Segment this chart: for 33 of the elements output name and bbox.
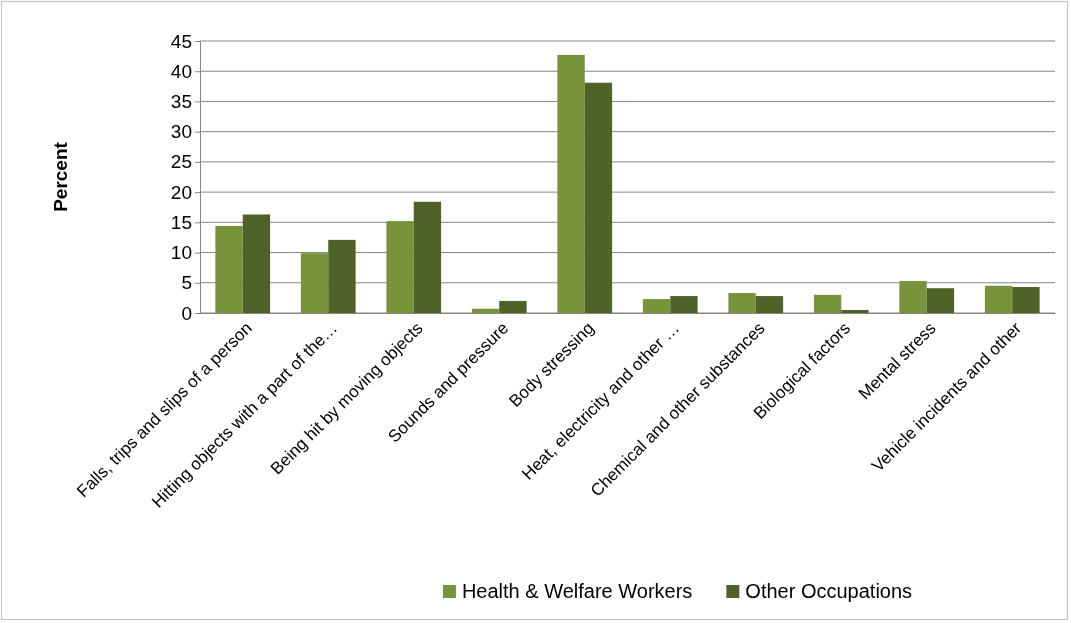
bar xyxy=(413,201,442,313)
y-axis-title: Percent xyxy=(50,141,71,212)
legend-label: Other Occupations xyxy=(745,580,913,602)
bar xyxy=(499,300,527,313)
bar xyxy=(984,285,1013,313)
y-tick-label: 20 xyxy=(170,181,192,203)
bar xyxy=(841,309,869,313)
bar xyxy=(328,239,356,313)
bar xyxy=(728,293,756,313)
legend-label: Health & Welfare Workers xyxy=(461,580,693,602)
y-tick-label: 10 xyxy=(170,242,192,264)
bar xyxy=(1012,287,1040,313)
bar xyxy=(386,221,414,313)
y-tick-label: 25 xyxy=(170,151,192,173)
bar xyxy=(899,280,927,313)
bar xyxy=(300,253,329,313)
bar xyxy=(557,54,585,313)
bar xyxy=(471,308,500,313)
y-tick-label: 5 xyxy=(181,272,192,294)
y-tick-label: 45 xyxy=(170,30,192,52)
bar xyxy=(926,288,955,313)
y-tick-label: 35 xyxy=(170,91,192,113)
bar xyxy=(242,214,271,313)
bar xyxy=(642,299,671,313)
bar xyxy=(755,296,784,313)
y-tick-label: 15 xyxy=(170,211,192,233)
bar xyxy=(813,294,842,313)
y-tick-label: 30 xyxy=(170,121,192,143)
bar xyxy=(584,82,613,313)
bar xyxy=(215,225,243,313)
y-tick-label: 40 xyxy=(170,60,192,82)
y-tick-label: 0 xyxy=(181,302,192,324)
bar xyxy=(670,296,698,313)
